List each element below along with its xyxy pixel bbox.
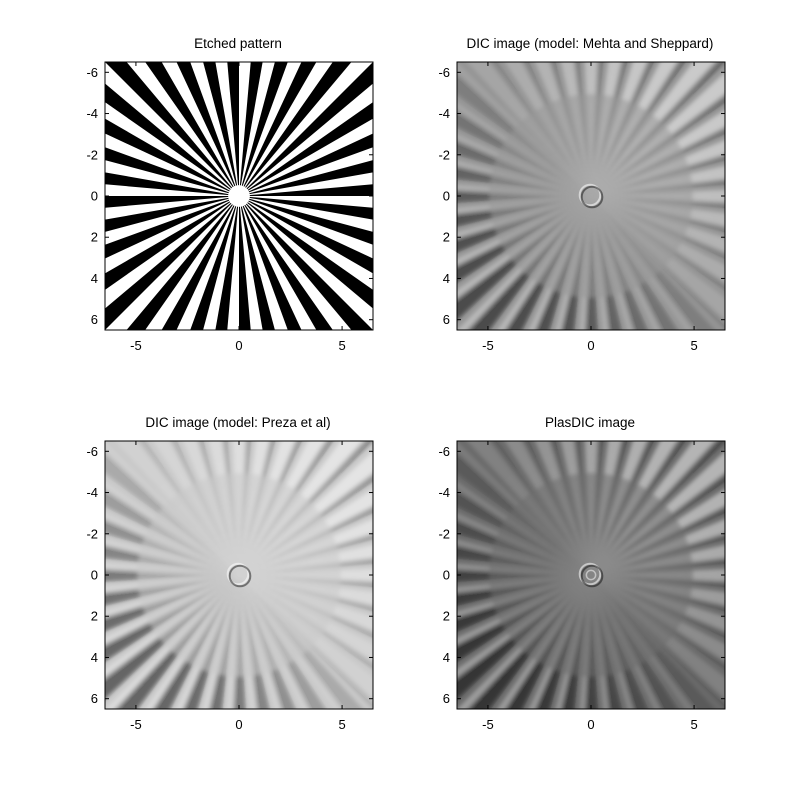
spoke bbox=[239, 196, 373, 309]
x-tick-label: 0 bbox=[587, 338, 594, 353]
spoke bbox=[239, 196, 275, 330]
dic-image-preza bbox=[105, 441, 373, 709]
panel-title: DIC image (model: Mehta and Sheppard) bbox=[467, 36, 714, 51]
center-ring-shadow bbox=[580, 185, 604, 209]
x-tick-label: 0 bbox=[235, 338, 242, 353]
y-tick-label: 6 bbox=[443, 312, 450, 327]
spoke bbox=[105, 196, 239, 232]
x-tick-label: 5 bbox=[690, 717, 697, 732]
y-tick-label: 2 bbox=[443, 230, 450, 245]
dic-image-mehta bbox=[457, 62, 725, 330]
y-tick-label: 6 bbox=[443, 691, 450, 706]
glow bbox=[457, 441, 725, 709]
x-tick-label: 5 bbox=[338, 717, 345, 732]
y-tick-label: 2 bbox=[91, 230, 98, 245]
x-tick-label: 5 bbox=[690, 338, 697, 353]
y-tick-label: -2 bbox=[86, 526, 98, 541]
spoke bbox=[239, 133, 373, 196]
x-tick-label: -5 bbox=[130, 717, 142, 732]
inner-ring bbox=[585, 569, 597, 581]
y-tick-label: 6 bbox=[91, 312, 98, 327]
x-tick-label: 5 bbox=[338, 338, 345, 353]
spoke bbox=[239, 62, 352, 196]
etched-image bbox=[105, 62, 373, 330]
spoke bbox=[239, 184, 373, 196]
y-tick-label: -4 bbox=[86, 485, 98, 500]
panel-title: Etched pattern bbox=[194, 36, 282, 51]
y-tick-label: 4 bbox=[91, 271, 98, 286]
y-tick-label: -4 bbox=[86, 106, 98, 121]
center-ring-highlight bbox=[226, 562, 250, 586]
spoke bbox=[239, 62, 317, 196]
center-disc bbox=[228, 185, 250, 207]
center-ring-shadow bbox=[228, 564, 252, 588]
y-tick-label: 4 bbox=[443, 271, 450, 286]
spoke bbox=[239, 196, 333, 330]
spoke bbox=[215, 196, 239, 330]
spoke bbox=[239, 62, 263, 196]
y-tick-label: 2 bbox=[91, 609, 98, 624]
center-ring-highlight bbox=[578, 183, 602, 207]
spoke bbox=[161, 196, 239, 330]
y-tick-label: 0 bbox=[91, 568, 98, 583]
spoke bbox=[239, 196, 373, 220]
glow bbox=[457, 62, 725, 330]
x-tick-label: 0 bbox=[235, 717, 242, 732]
spoke bbox=[203, 62, 239, 196]
y-tick-label: -2 bbox=[438, 147, 450, 162]
spoke bbox=[105, 147, 239, 196]
y-tick-label: 6 bbox=[91, 691, 98, 706]
spoke bbox=[239, 196, 302, 330]
spoke bbox=[239, 196, 373, 274]
spoke bbox=[227, 62, 239, 196]
y-tick-label: 4 bbox=[91, 650, 98, 665]
spoke bbox=[176, 62, 239, 196]
spoke bbox=[105, 172, 239, 196]
spoke bbox=[239, 196, 373, 245]
panel-plasdic: PlasDIC image -5 0 5 -6 -4 -2 0 2 4 6 bbox=[438, 415, 726, 732]
y-tick-label: 0 bbox=[443, 568, 450, 583]
panel-title: DIC image (model: Preza et al) bbox=[145, 415, 330, 430]
panel-dic-preza: DIC image (model: Preza et al) -5 0 5 -6 -4 -… bbox=[86, 415, 374, 732]
y-tick-label: -2 bbox=[438, 526, 450, 541]
x-tick-label: -5 bbox=[130, 338, 142, 353]
y-tick-label: -6 bbox=[86, 65, 98, 80]
x-tick-label: -5 bbox=[482, 717, 494, 732]
y-tick-label: 0 bbox=[443, 189, 450, 204]
spoke bbox=[105, 83, 239, 196]
center-ring-highlight bbox=[578, 562, 602, 586]
x-tick-label: 0 bbox=[587, 717, 594, 732]
y-tick-label: -4 bbox=[438, 485, 450, 500]
spoke bbox=[190, 196, 239, 330]
spoke bbox=[145, 62, 239, 196]
y-tick-label: -6 bbox=[438, 65, 450, 80]
spoke bbox=[105, 196, 239, 330]
panel-etched-pattern: Etched pattern -5 0 5 -6 -4 -2 0 2 4 6 bbox=[86, 36, 374, 353]
y-tick-label: -2 bbox=[86, 147, 98, 162]
panel-title: PlasDIC image bbox=[545, 415, 635, 430]
spoke bbox=[126, 196, 239, 330]
spoke bbox=[105, 118, 239, 196]
spoke bbox=[239, 62, 373, 196]
y-tick-label: -6 bbox=[438, 444, 450, 459]
x-tick-label: -5 bbox=[482, 338, 494, 353]
spoke bbox=[105, 196, 239, 259]
y-tick-label: 2 bbox=[443, 609, 450, 624]
spoke bbox=[239, 196, 373, 330]
y-tick-label: 0 bbox=[91, 189, 98, 204]
spoke bbox=[105, 196, 239, 208]
spoke bbox=[239, 160, 373, 196]
panel-dic-mehta-sheppard: DIC image (model: Mehta and Sheppard) -5… bbox=[438, 36, 726, 353]
y-tick-label: -4 bbox=[438, 106, 450, 121]
y-tick-label: -6 bbox=[86, 444, 98, 459]
center-ring-shadow bbox=[580, 564, 604, 588]
plasdic-image bbox=[457, 441, 725, 709]
glow bbox=[105, 441, 373, 709]
spoke bbox=[239, 102, 373, 196]
spoke bbox=[239, 62, 288, 196]
y-tick-label: 4 bbox=[443, 650, 450, 665]
spoke bbox=[239, 196, 251, 330]
spoke bbox=[105, 196, 239, 290]
